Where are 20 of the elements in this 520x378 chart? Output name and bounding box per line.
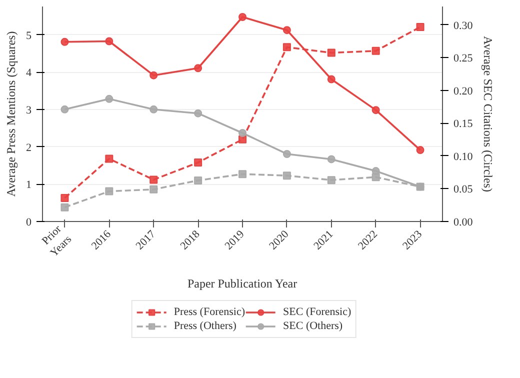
y2-tick-label: 0.00 <box>454 216 474 228</box>
y-tick-label: 0 <box>26 216 32 228</box>
legend-label: SEC (Others) <box>283 319 343 333</box>
y2-tick-label: 0.05 <box>454 184 474 196</box>
legend-label: Press (Forensic) <box>174 305 246 319</box>
y2-tick-label: 0.30 <box>454 20 474 32</box>
y2-tick-label: 0.25 <box>454 52 474 65</box>
x-axis-title: Paper Publication Year <box>187 276 298 291</box>
y-tick-label: 4 <box>26 67 32 80</box>
y2-tick-label: 0.10 <box>454 150 474 163</box>
legend-label: SEC (Forensic) <box>283 305 352 319</box>
y2-tick-label: 0.15 <box>454 118 474 130</box>
y-tick-label: 5 <box>26 30 32 42</box>
y-tick-label: 3 <box>26 104 32 117</box>
y-tick-label: 2 <box>26 142 32 154</box>
legend-label: Press (Others) <box>174 319 236 333</box>
y2-axis-title: Average SEC Citations (Circles) <box>480 36 495 192</box>
y2-tick-label: 0.20 <box>454 85 474 98</box>
y-tick-label: 1 <box>26 179 32 192</box>
y-axis-title: Average Press Mentions (Squares) <box>4 31 18 197</box>
